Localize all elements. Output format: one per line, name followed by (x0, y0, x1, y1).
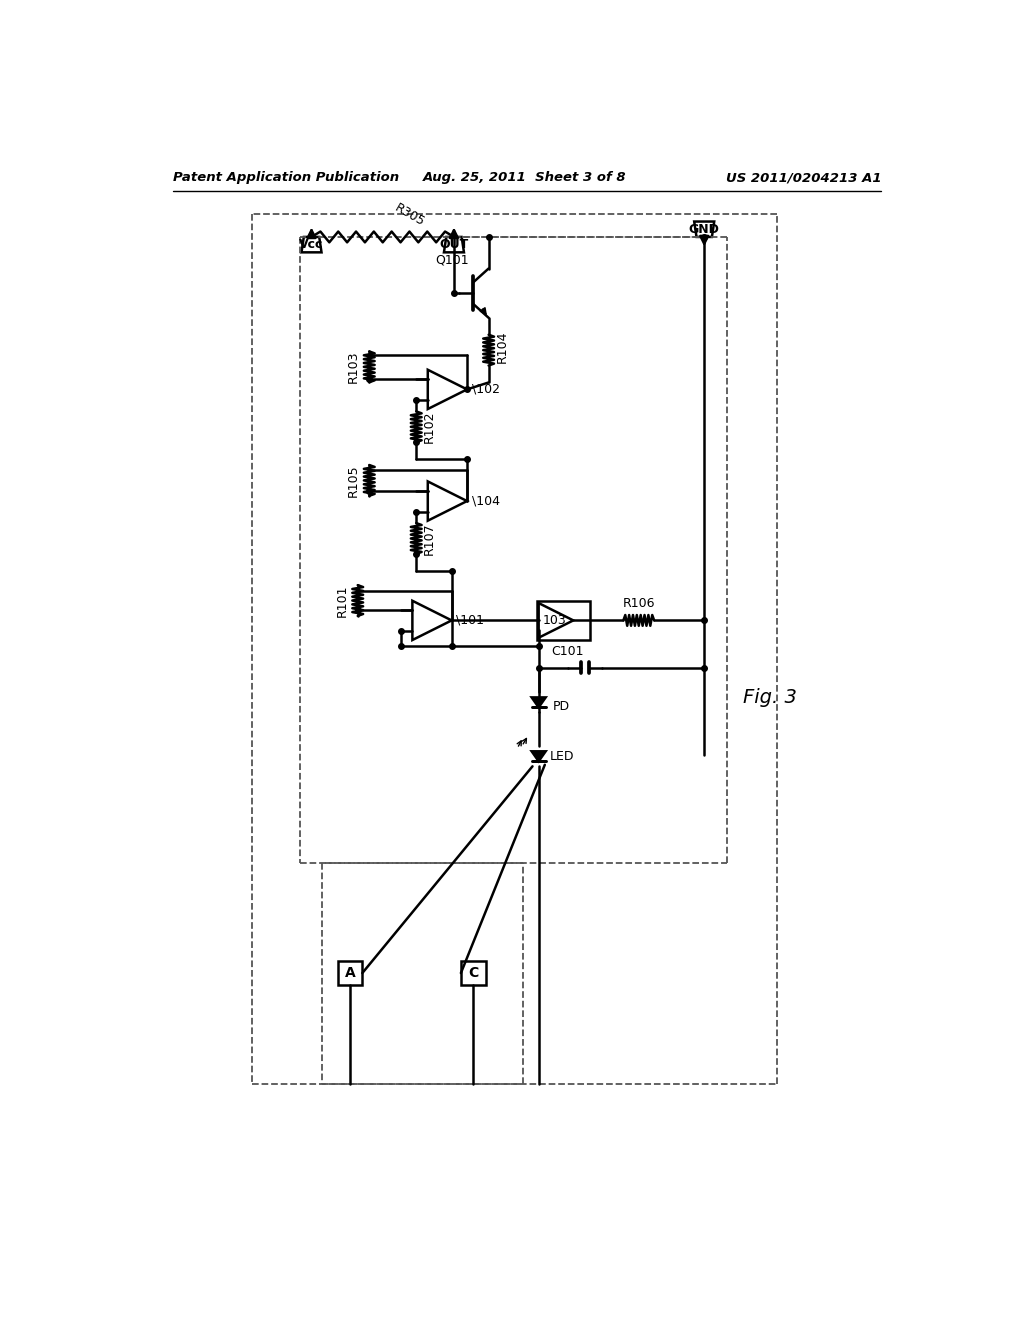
Text: Q101: Q101 (435, 253, 468, 267)
Text: \102: \102 (472, 383, 500, 396)
Text: US 2011/0204213 A1: US 2011/0204213 A1 (726, 172, 882, 185)
Text: C: C (468, 966, 478, 979)
Text: \101: \101 (457, 614, 484, 627)
Bar (461, 961, 485, 985)
Text: C101: C101 (552, 644, 584, 657)
Text: R106: R106 (623, 597, 655, 610)
Text: Aug. 25, 2011  Sheet 3 of 8: Aug. 25, 2011 Sheet 3 of 8 (423, 172, 627, 185)
Text: Patent Application Publication: Patent Application Publication (173, 172, 399, 185)
Text: R105: R105 (347, 465, 360, 496)
Text: R305: R305 (393, 202, 427, 230)
Text: R101: R101 (336, 585, 348, 616)
Text: Vcc: Vcc (299, 238, 324, 251)
Text: Fig. 3: Fig. 3 (742, 688, 797, 708)
Text: A: A (345, 966, 355, 979)
Bar (338, 961, 362, 985)
Polygon shape (531, 751, 546, 762)
Text: R103: R103 (347, 351, 360, 383)
Text: PD: PD (553, 700, 569, 713)
Text: OUT: OUT (439, 238, 469, 251)
Text: 103: 103 (543, 614, 566, 627)
Text: R104: R104 (496, 330, 509, 363)
Text: LED: LED (550, 750, 573, 763)
Text: R107: R107 (423, 523, 436, 554)
Polygon shape (531, 697, 546, 708)
Bar (538, 601, 590, 640)
Text: R102: R102 (423, 411, 436, 444)
Text: GND: GND (689, 223, 720, 236)
Text: \104: \104 (472, 495, 500, 508)
